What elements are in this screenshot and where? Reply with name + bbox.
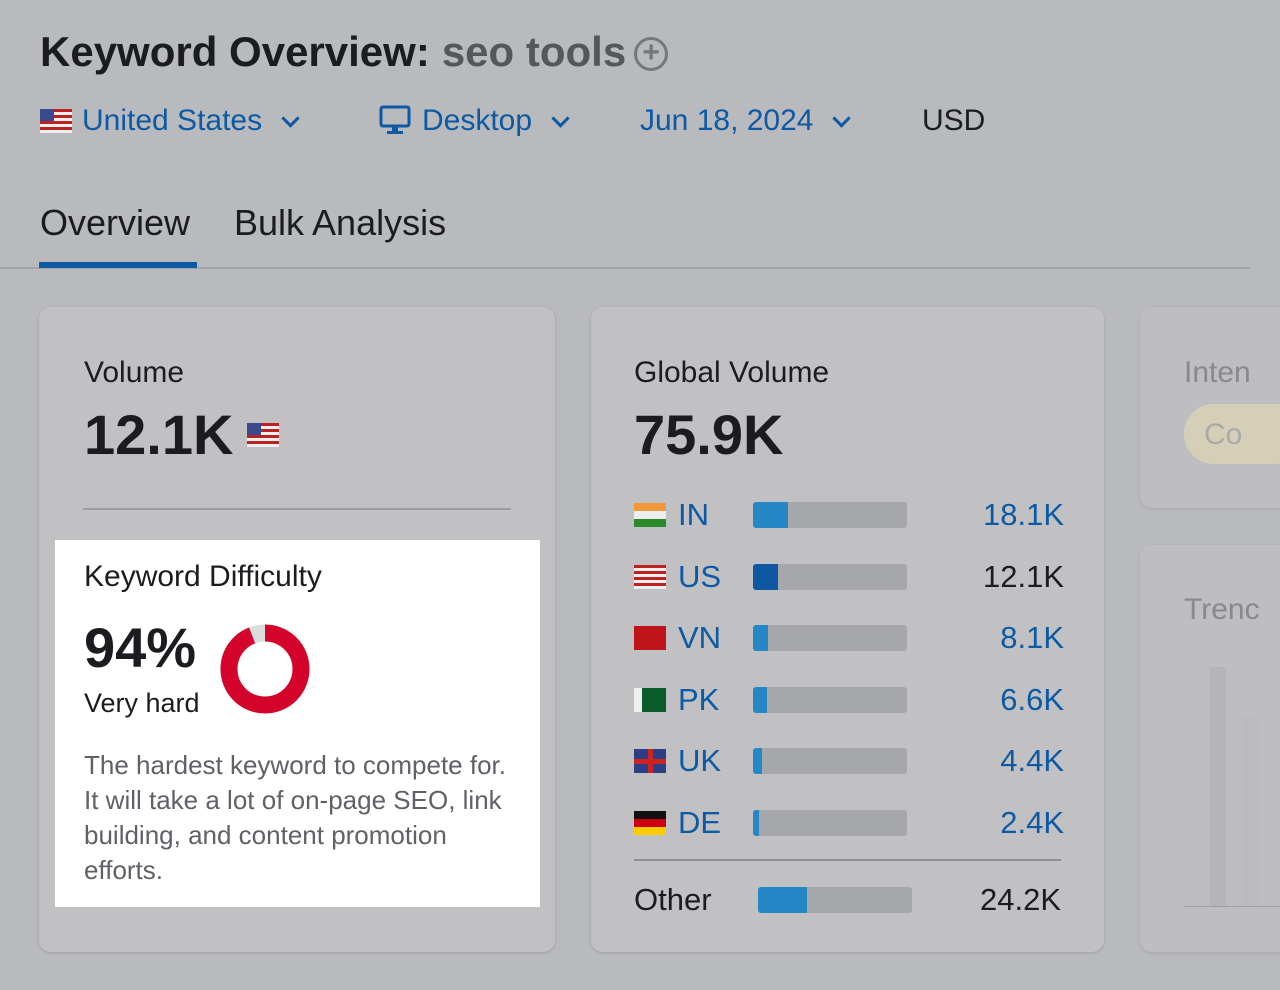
country-row-us[interactable]: US 12.1K: [634, 557, 1064, 597]
global-volume-label: Global Volume: [634, 356, 830, 389]
tabs-divider: [0, 267, 1250, 269]
global-volume-value: 75.9K: [634, 403, 784, 466]
country-code[interactable]: UK: [678, 743, 722, 778]
kd-donut-chart: [220, 624, 310, 714]
country-selector[interactable]: United States: [40, 104, 300, 138]
trend-label: Trenc: [1184, 593, 1260, 626]
country-bar: [753, 625, 907, 651]
chevron-down-icon: [832, 108, 852, 128]
device-selector[interactable]: Desktop: [378, 104, 570, 138]
country-code: US: [678, 558, 722, 594]
country-row-uk[interactable]: UK 4.4K: [634, 741, 1064, 781]
country-bar: [753, 748, 907, 774]
trend-bar: [1210, 667, 1226, 907]
page-title: Keyword Overview: seo tools +: [40, 28, 669, 76]
other-row: Other 24.2K: [634, 880, 1061, 920]
trend-bar: [1243, 717, 1259, 907]
flag-de-icon: [634, 810, 666, 835]
chevron-down-icon: [551, 108, 570, 128]
country-row-vn[interactable]: VN 8.1K: [634, 618, 1064, 658]
country-bar: [753, 686, 907, 713]
country-value: 12.1K: [982, 558, 1064, 594]
country-bar-fill: [753, 686, 767, 713]
country-code[interactable]: PK: [678, 681, 720, 717]
device-label: Desktop: [422, 104, 533, 137]
country-value[interactable]: 2.4K: [1000, 804, 1064, 840]
flag-vn-icon: [634, 626, 666, 650]
other-value: 24.2K: [979, 882, 1061, 917]
volume-value: 12.1K: [84, 403, 234, 466]
country-bar: [753, 563, 907, 590]
other-bar-fill: [758, 887, 808, 913]
us-flag-icon: [247, 422, 280, 447]
country-code[interactable]: IN: [678, 497, 709, 532]
date-label: Jun 18, 2024: [640, 104, 814, 137]
country-value[interactable]: 18.1K: [982, 497, 1064, 532]
country-code[interactable]: DE: [678, 804, 722, 840]
active-tab-indicator: [39, 262, 197, 268]
divider: [634, 859, 1061, 861]
intent-badge: Co: [1184, 404, 1280, 464]
date-selector[interactable]: Jun 18, 2024: [640, 104, 852, 138]
desktop-icon: [379, 105, 411, 134]
country-row-pk[interactable]: PK 6.6K: [634, 680, 1064, 720]
country-value[interactable]: 4.4K: [1000, 743, 1064, 778]
donut-fill: [220, 624, 310, 714]
country-value[interactable]: 6.6K: [1000, 681, 1064, 717]
country-bar: [753, 809, 907, 836]
chevron-down-icon: [281, 108, 300, 128]
us-flag-icon: [40, 109, 72, 133]
tab-bulk-analysis[interactable]: Bulk Analysis: [234, 202, 447, 243]
kd-value: 94%: [84, 616, 197, 679]
kd-label: Keyword Difficulty: [84, 560, 322, 593]
flag-in-icon: [634, 503, 666, 527]
country-code[interactable]: VN: [678, 620, 722, 655]
other-label: Other: [634, 882, 712, 917]
divider: [83, 508, 511, 510]
kd-level: Very hard: [84, 688, 200, 718]
country-bar-fill: [753, 809, 760, 836]
country-row-in[interactable]: IN 18.1K: [634, 495, 1064, 535]
country-label: United States: [82, 104, 263, 137]
country-value[interactable]: 8.1K: [1000, 620, 1064, 655]
kd-description: The hardest keyword to compete for. It w…: [84, 750, 506, 885]
currency-label: USD: [922, 104, 986, 137]
intent-label: Inten: [1184, 356, 1251, 389]
country-bar: [753, 502, 907, 528]
flag-us-icon: [634, 564, 666, 589]
plus-circle-icon[interactable]: +: [634, 37, 669, 71]
volume-label: Volume: [84, 356, 185, 389]
tab-overview[interactable]: Overview: [40, 202, 191, 243]
country-bar-fill: [753, 748, 763, 774]
flag-uk-icon: [634, 749, 666, 773]
country-bar-fill: [753, 502, 789, 528]
country-bar-fill: [753, 625, 769, 651]
keyword-difficulty-panel: [55, 540, 540, 907]
keyword: seo tools: [441, 28, 627, 75]
volume-value-wrap: 12.1K: [84, 402, 280, 467]
flag-pk-icon: [634, 687, 666, 712]
other-bar: [758, 887, 912, 913]
title-label: Keyword Overview:: [40, 28, 430, 75]
country-bar-fill: [753, 563, 778, 590]
trend-axis: [1184, 906, 1280, 907]
country-row-de[interactable]: DE 2.4K: [634, 803, 1064, 843]
